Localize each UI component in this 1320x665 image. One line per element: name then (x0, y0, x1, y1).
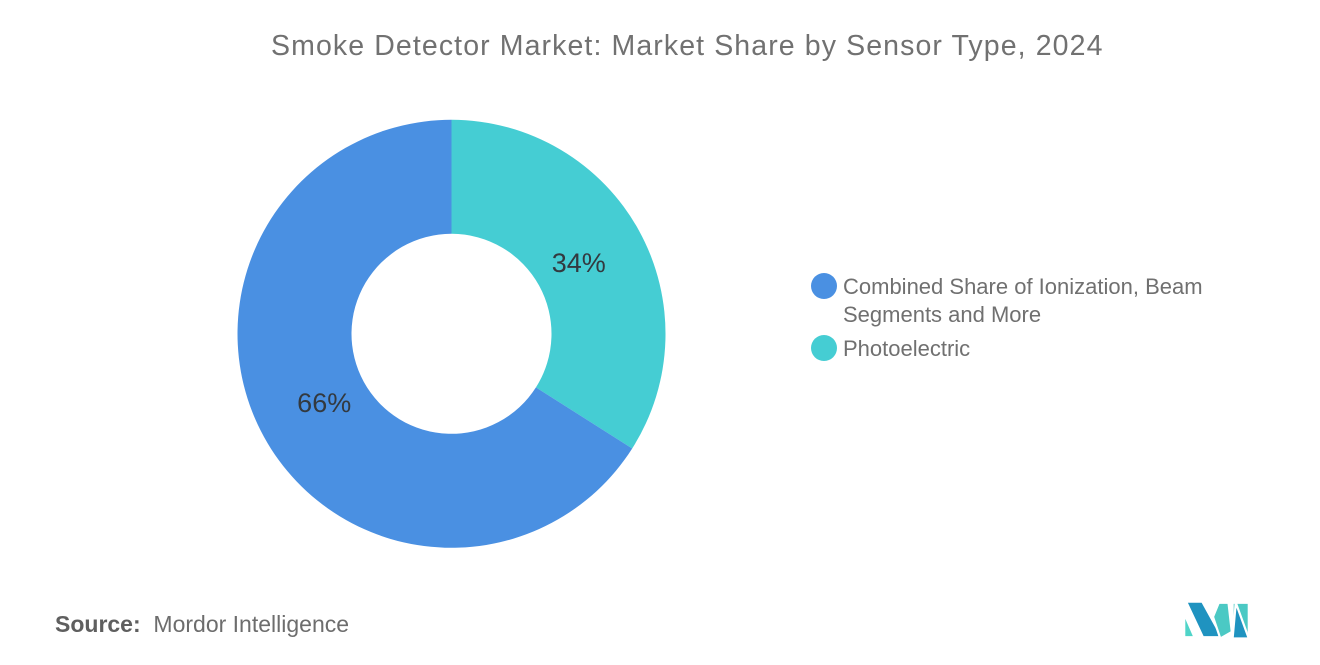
svg-text:66%: 66% (297, 388, 351, 418)
svg-text:34%: 34% (552, 248, 606, 278)
